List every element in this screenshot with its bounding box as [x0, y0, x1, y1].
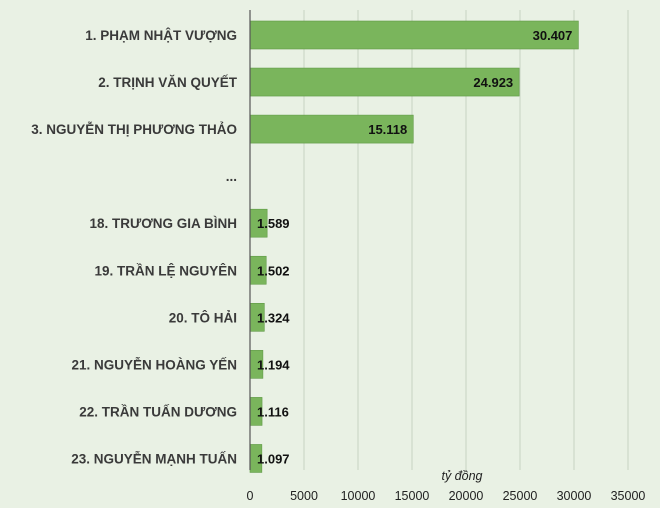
x-tick-label: 5000: [290, 489, 318, 503]
category-label: 3. NGUYỄN THỊ PHƯƠNG THẢO: [31, 122, 237, 137]
value-label: 1.194: [257, 357, 290, 372]
value-label: 1.116: [257, 404, 289, 419]
value-labels: 30.407 24.923 15.118 1.589 1.502 1.324 1.194 1.…: [257, 28, 572, 466]
value-label: 24.923: [473, 75, 513, 90]
category-label: 1. PHẠM NHẬT VƯỢNG: [85, 28, 237, 43]
category-label: 18. TRƯƠNG GIA BÌNH: [90, 216, 237, 231]
category-label: 20. TÔ HẢI: [169, 310, 237, 325]
category-label: 19. TRẦN LỆ NGUYÊN: [94, 263, 237, 278]
x-tick-label: 35000: [611, 489, 646, 503]
value-label: 1.589: [257, 216, 290, 231]
x-axis-unit-label: tỷ đồng: [441, 469, 482, 483]
value-label: 1.502: [257, 263, 290, 278]
value-label: 1.324: [257, 310, 290, 325]
value-label: 15.118: [368, 122, 407, 137]
category-labels: 1. PHẠM NHẬT VƯỢNG 2. TRỊNH VĂN QUYẾT 3. N…: [31, 28, 237, 466]
x-tick-label: 20000: [449, 489, 484, 503]
value-label: 30.407: [533, 28, 573, 43]
category-label: 21. NGUYỄN HOÀNG YẾN: [71, 357, 237, 372]
category-label: ...: [226, 169, 237, 184]
x-tick-label: 15000: [395, 489, 430, 503]
x-tick-label: 25000: [503, 489, 538, 503]
x-tick-label: 10000: [341, 489, 376, 503]
category-label: 23. NGUYỄN MẠNH TUẤN: [71, 451, 237, 466]
category-label: 22. TRẦN TUẤN DƯƠNG: [79, 404, 237, 419]
category-label: 2. TRỊNH VĂN QUYẾT: [98, 75, 238, 90]
bar: [249, 20, 579, 50]
x-tick-label: 30000: [557, 489, 592, 503]
x-tick-label: 0: [247, 489, 254, 503]
bars: [249, 20, 579, 473]
x-tick-labels: 0 5000 10000 15000 20000 25000 30000 35000: [247, 489, 646, 503]
value-label: 1.097: [257, 451, 290, 466]
